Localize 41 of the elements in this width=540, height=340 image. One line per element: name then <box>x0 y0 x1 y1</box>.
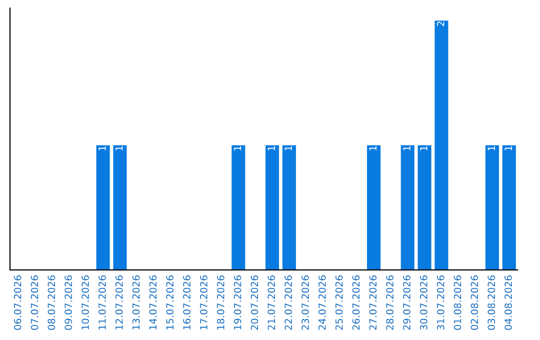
x-tick-label: 18.07.2026 <box>216 275 224 330</box>
data-label: 1 <box>284 146 292 150</box>
data-label: 1 <box>488 146 495 150</box>
x-tick-label: 26.07.2026 <box>352 275 360 330</box>
data-label: 1 <box>403 146 410 150</box>
x-tick-label: 27.07.2026 <box>369 275 377 330</box>
x-tick-label: 31.07.2026 <box>436 275 444 330</box>
x-tick-label: 16.07.2026 <box>183 275 190 330</box>
x-tick-label: 21.07.2026 <box>268 275 276 330</box>
x-tick-label: 04.08.2026 <box>504 275 512 330</box>
x-tick-label: 28.07.2026 <box>386 275 394 330</box>
x-tick-label: 22.07.2026 <box>284 275 292 330</box>
x-tick-label: 11.07.2026 <box>98 275 106 330</box>
x-tick-label: 07.07.2026 <box>30 275 38 330</box>
data-label: 1 <box>234 146 242 150</box>
x-tick-label: 29.07.2026 <box>403 275 410 330</box>
data-label: 1 <box>369 146 376 150</box>
x-tick-label: 08.07.2026 <box>48 275 56 330</box>
data-label: 1 <box>420 146 428 150</box>
x-tick-label: 19.07.2026 <box>234 275 242 330</box>
x-tick-label: 20.07.2026 <box>250 275 258 330</box>
data-label: 1 <box>268 146 275 150</box>
x-tick-label: 13.07.2026 <box>132 275 140 330</box>
x-tick-label: 12.07.2026 <box>115 275 123 330</box>
x-tick-label: 01.08.2026 <box>454 275 462 330</box>
data-label: 1 <box>116 146 123 150</box>
x-tick-label: 24.07.2026 <box>318 275 326 330</box>
x-tick-label: 06.07.2026 <box>14 275 22 330</box>
x-tick-label: 17.07.2026 <box>200 275 208 330</box>
x-tick-label: 15.07.2026 <box>166 275 174 330</box>
x-tick-label: 14.07.2026 <box>149 275 157 330</box>
x-tick-label: 25.07.2026 <box>335 275 343 330</box>
data-label: 2 <box>436 22 444 26</box>
x-tick-label: 09.07.2026 <box>64 275 72 330</box>
x-tick-label: 02.08.2026 <box>470 275 478 330</box>
x-tick-label: 10.07.2026 <box>82 275 89 330</box>
x-tick-label: 23.07.2026 <box>302 275 309 330</box>
data-label: 1 <box>98 146 106 150</box>
x-tick-label: 30.07.2026 <box>420 275 428 330</box>
data-label: 1 <box>504 146 512 150</box>
x-tick-label: 03.08.2026 <box>488 275 496 330</box>
